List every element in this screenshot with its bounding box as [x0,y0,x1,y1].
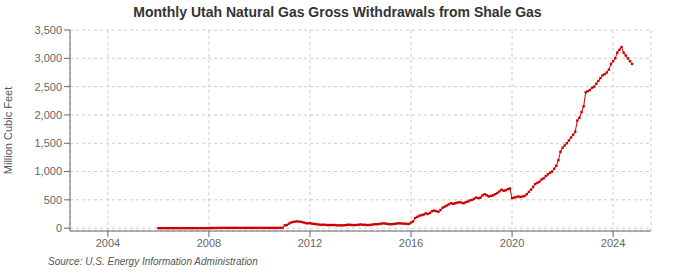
html-text:Source: U.S. Energy Informatio: Source: U.S. Energy Information Administ… [48,256,258,267]
svg-text:1,000: 1,000 [34,165,62,177]
svg-text:2012: 2012 [298,237,322,249]
svg-text:2024: 2024 [601,237,625,249]
svg-text:0: 0 [56,222,62,234]
svg-text:3,500: 3,500 [34,24,62,36]
svg-text:2004: 2004 [96,237,120,249]
svg-text:2008: 2008 [197,237,221,249]
svg-text:2,500: 2,500 [34,81,62,93]
svg-text:2020: 2020 [500,237,524,249]
svg-text:1,500: 1,500 [34,137,62,149]
svg-text:2,000: 2,000 [34,109,62,121]
svg-text:2016: 2016 [399,237,423,249]
svg-text:500: 500 [44,194,62,206]
svg-text:3,000: 3,000 [34,52,62,64]
svg-text:Million Cubic Feet: Million Cubic Feet [8,87,14,174]
html-text:Monthly Utah Natural Gas Gross: Monthly Utah Natural Gas Gross Withdrawa… [133,4,542,20]
